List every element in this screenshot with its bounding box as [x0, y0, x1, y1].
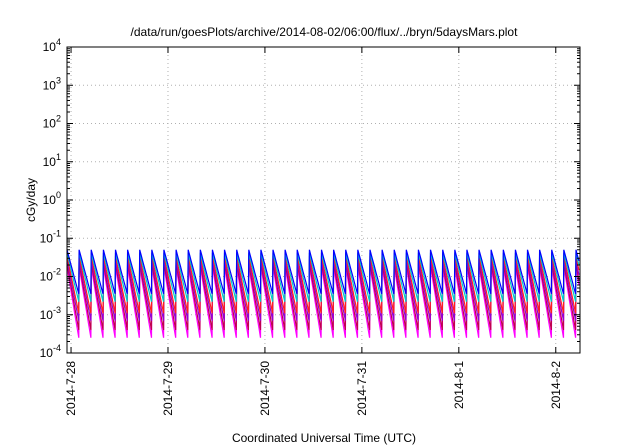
x-axis: 2014-7-28 2014-7-29 2014-7-30 2014-7-31 2014… [64, 47, 563, 416]
series-line [66, 249, 580, 295]
x-tick-label: 2014-8-1 [452, 361, 466, 409]
x-axis-label: Coordinated Universal Time (UTC) [232, 431, 416, 445]
y-axis-label: cGy/day [24, 178, 38, 222]
chart-title: /data/run/goesPlots/archive/2014-08-02/0… [131, 25, 519, 39]
x-tick-label: 2014-7-31 [355, 361, 369, 416]
x-tick-label: 2014-8-2 [549, 361, 563, 409]
x-tick-label: 2014-7-30 [258, 361, 272, 416]
series-layer [66, 249, 580, 338]
x-tick-label: 2014-7-29 [161, 361, 175, 416]
x-tick-label: 2014-7-28 [64, 361, 78, 416]
